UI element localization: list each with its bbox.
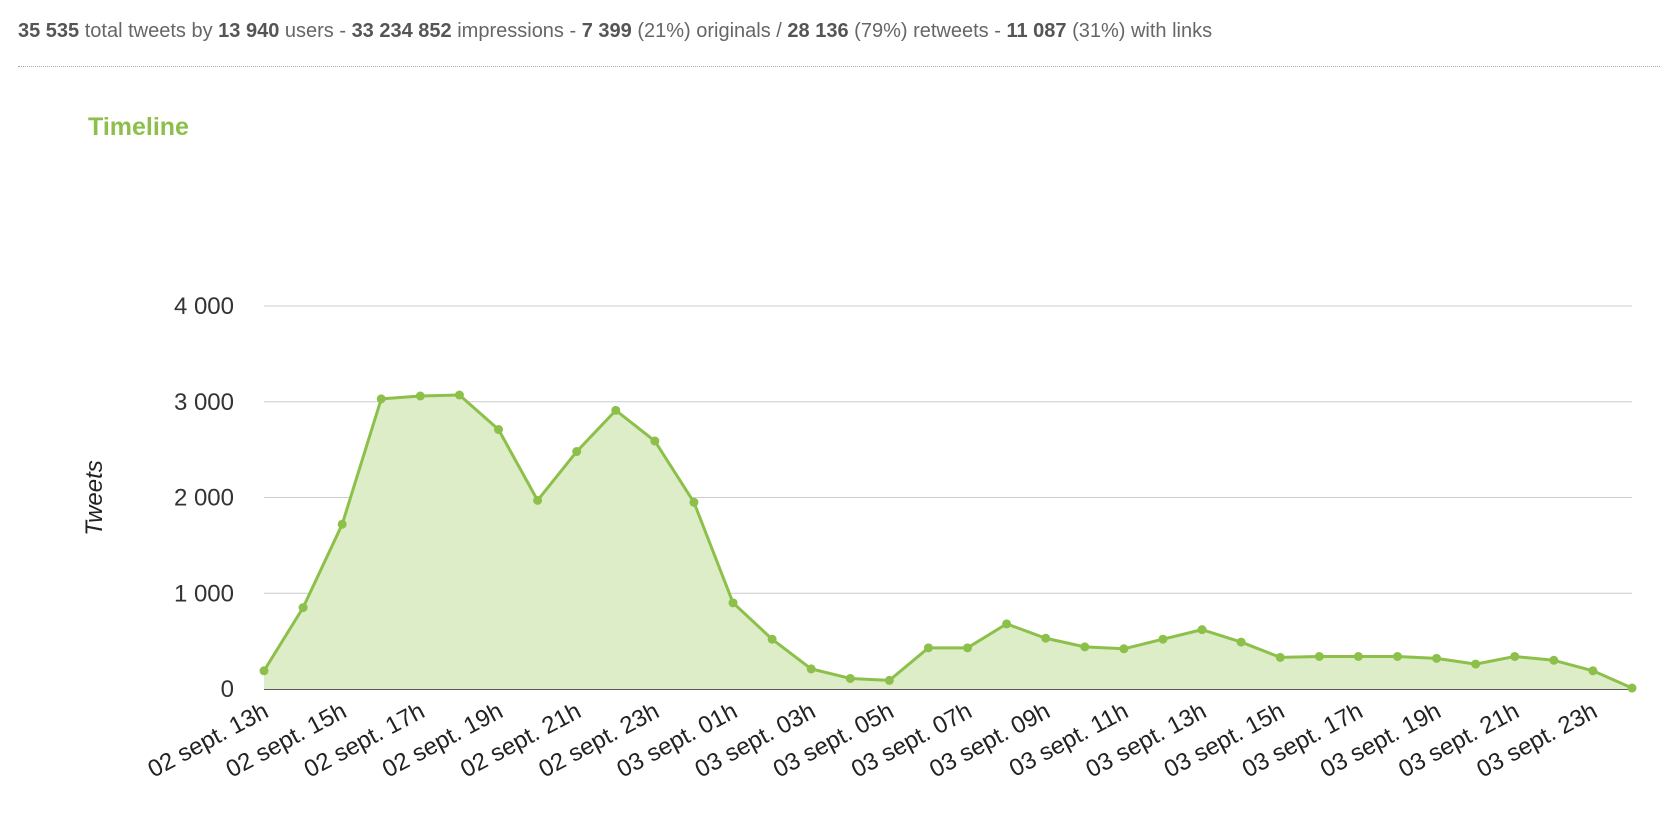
data-point (650, 436, 660, 446)
dotted-separator (18, 66, 1660, 67)
originals-label: (21%) originals / (637, 20, 782, 42)
y-tick-label: 4 000 (174, 293, 234, 320)
retweets-label: (79%) retweets - (854, 20, 1001, 42)
data-point (923, 643, 933, 653)
series-line-path (262, 393, 1633, 690)
data-point (1588, 666, 1598, 676)
data-point (1432, 653, 1442, 663)
data-point (415, 391, 425, 401)
data-point (454, 390, 464, 400)
links-label: (31%) with links (1072, 20, 1213, 42)
data-point (1119, 644, 1129, 654)
data-point (689, 497, 699, 507)
data-point (1392, 651, 1402, 661)
section-title: Timeline (88, 113, 189, 141)
data-point (572, 447, 582, 457)
data-point (494, 425, 504, 435)
data-point (259, 666, 269, 676)
data-point (1353, 651, 1363, 661)
data-point (767, 634, 777, 644)
data-point (1471, 659, 1481, 669)
series-line (262, 393, 1633, 690)
data-point (337, 519, 347, 529)
y-tick-label: 0 (221, 676, 234, 703)
retweets-count: 28 136 (787, 20, 849, 42)
users-label: users - (284, 20, 346, 42)
data-point (533, 495, 543, 505)
data-point (1314, 651, 1324, 661)
data-point (1080, 642, 1090, 652)
y-tick-label: 3 000 (174, 389, 234, 416)
total-tweets-label: total tweets by (84, 20, 213, 42)
impressions-count: 33 234 852 (351, 20, 452, 42)
data-point (298, 603, 308, 613)
y-axis-ticks: 0 1 000 2 000 3 000 4 000 (174, 293, 234, 703)
y-tick-label: 2 000 (174, 485, 234, 512)
data-point (806, 664, 816, 674)
data-point (1041, 633, 1051, 643)
data-point (1627, 683, 1637, 693)
total-tweets-count: 35 535 (18, 20, 80, 42)
users-count: 13 940 (218, 20, 280, 42)
data-point (845, 673, 855, 683)
data-point (884, 675, 894, 685)
stats-summary: 35 535 total tweets by 13 940 users - 33… (18, 20, 1212, 43)
data-point (1197, 625, 1207, 635)
data-point (376, 394, 386, 404)
impressions-label: impressions - (457, 20, 577, 42)
data-point (1275, 652, 1285, 662)
data-point (1158, 634, 1168, 644)
data-point (1002, 619, 1012, 629)
data-point (1236, 637, 1246, 647)
series-points (259, 390, 1637, 693)
y-tick-label: 1 000 (174, 580, 234, 607)
data-point (963, 643, 973, 653)
originals-count: 7 399 (581, 20, 632, 42)
data-point (1510, 651, 1520, 661)
data-point (728, 598, 738, 608)
data-point (1549, 655, 1559, 665)
series-area (264, 395, 1632, 689)
y-axis-label: Tweets (81, 460, 108, 536)
data-point (611, 405, 621, 415)
area-fill (264, 395, 1632, 689)
links-count: 11 087 (1006, 20, 1067, 42)
